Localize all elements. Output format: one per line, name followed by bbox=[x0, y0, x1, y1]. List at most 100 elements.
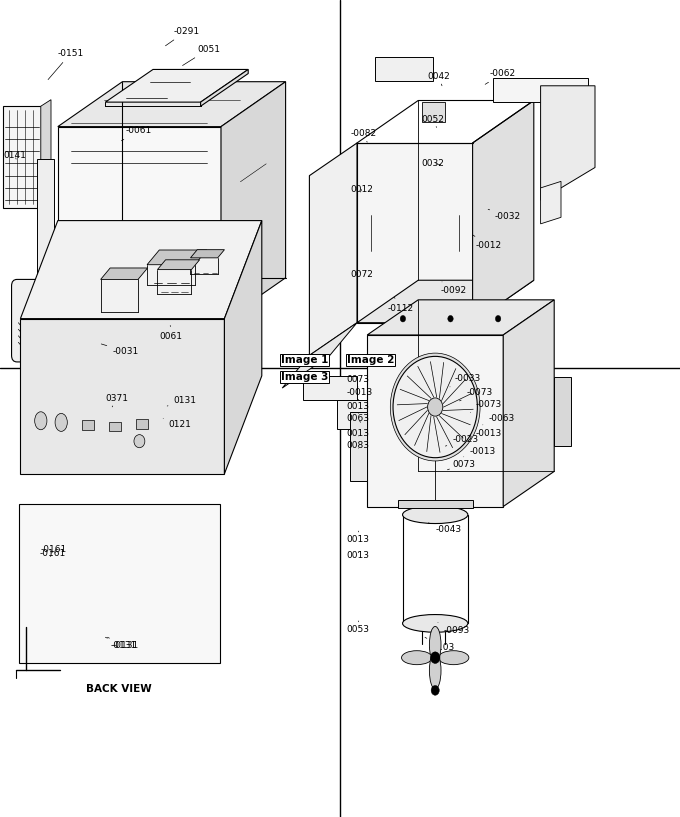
Polygon shape bbox=[357, 280, 534, 323]
Text: 0042: 0042 bbox=[427, 72, 449, 86]
Text: 0131: 0131 bbox=[167, 395, 197, 406]
Text: -0092: -0092 bbox=[441, 282, 466, 296]
Text: 0032: 0032 bbox=[422, 158, 445, 168]
Text: 0141: 0141 bbox=[3, 150, 27, 160]
Text: BACK VIEW: BACK VIEW bbox=[86, 684, 152, 694]
Text: -0032: -0032 bbox=[488, 209, 521, 221]
Text: -0151: -0151 bbox=[48, 48, 84, 79]
Circle shape bbox=[495, 315, 500, 322]
Polygon shape bbox=[541, 181, 561, 224]
Polygon shape bbox=[58, 82, 286, 127]
Polygon shape bbox=[224, 221, 262, 474]
Text: 0013: 0013 bbox=[347, 531, 370, 544]
Circle shape bbox=[390, 353, 480, 461]
Polygon shape bbox=[20, 221, 262, 319]
Bar bbox=[33, 524, 80, 544]
Polygon shape bbox=[367, 335, 503, 507]
Bar bbox=[136, 419, 148, 429]
Polygon shape bbox=[337, 400, 486, 429]
Text: 0083: 0083 bbox=[347, 440, 370, 450]
Text: -0061: -0061 bbox=[122, 126, 152, 141]
Text: 0072: 0072 bbox=[350, 270, 373, 279]
Polygon shape bbox=[101, 268, 148, 279]
Text: -0063: -0063 bbox=[483, 413, 515, 425]
Text: -0043: -0043 bbox=[428, 523, 461, 534]
Text: 0013: 0013 bbox=[347, 428, 370, 438]
Bar bbox=[87, 524, 135, 544]
Text: 0012: 0012 bbox=[350, 185, 373, 194]
Circle shape bbox=[431, 685, 439, 695]
Polygon shape bbox=[350, 412, 367, 480]
Polygon shape bbox=[554, 377, 571, 446]
Text: 0073: 0073 bbox=[447, 459, 475, 470]
Ellipse shape bbox=[429, 627, 441, 663]
Text: -0082: -0082 bbox=[350, 129, 376, 142]
Ellipse shape bbox=[403, 506, 468, 524]
Circle shape bbox=[134, 435, 145, 448]
Ellipse shape bbox=[438, 650, 469, 665]
Circle shape bbox=[447, 315, 453, 322]
Polygon shape bbox=[282, 323, 357, 388]
Polygon shape bbox=[147, 250, 207, 265]
Polygon shape bbox=[541, 86, 595, 200]
Circle shape bbox=[393, 356, 477, 458]
Text: Image 3: Image 3 bbox=[281, 372, 328, 382]
Circle shape bbox=[447, 272, 453, 279]
Circle shape bbox=[428, 398, 443, 416]
Ellipse shape bbox=[35, 412, 47, 430]
Ellipse shape bbox=[401, 650, 432, 665]
Polygon shape bbox=[20, 319, 224, 474]
Bar bbox=[82, 420, 94, 430]
Polygon shape bbox=[3, 106, 41, 208]
Polygon shape bbox=[357, 143, 473, 323]
Text: -0023: -0023 bbox=[445, 435, 478, 446]
Ellipse shape bbox=[429, 652, 441, 689]
Text: -0291: -0291 bbox=[165, 26, 199, 46]
Polygon shape bbox=[375, 56, 433, 81]
Text: 0013: 0013 bbox=[347, 401, 370, 413]
Text: 0013: 0013 bbox=[347, 551, 370, 560]
Polygon shape bbox=[41, 100, 51, 208]
Circle shape bbox=[504, 280, 509, 287]
Bar bbox=[87, 550, 148, 587]
Text: -0013: -0013 bbox=[471, 428, 503, 440]
Text: -0131: -0131 bbox=[107, 637, 139, 650]
Text: 0371: 0371 bbox=[105, 394, 129, 407]
Bar bbox=[109, 422, 121, 431]
Polygon shape bbox=[201, 69, 248, 106]
Bar bbox=[192, 629, 207, 647]
Text: -0073: -0073 bbox=[460, 387, 493, 401]
Text: Image 2: Image 2 bbox=[347, 355, 394, 365]
Circle shape bbox=[392, 276, 397, 283]
Polygon shape bbox=[58, 127, 221, 323]
FancyBboxPatch shape bbox=[12, 279, 114, 362]
Text: 0073: 0073 bbox=[347, 374, 370, 388]
Text: -0093: -0093 bbox=[438, 623, 470, 636]
Polygon shape bbox=[105, 69, 248, 102]
Text: -0013: -0013 bbox=[347, 387, 373, 400]
Text: 0061: 0061 bbox=[160, 325, 183, 342]
Polygon shape bbox=[422, 101, 445, 122]
Text: -0073: -0073 bbox=[471, 400, 503, 413]
Text: -0012: -0012 bbox=[473, 235, 502, 250]
Text: -0062: -0062 bbox=[485, 69, 515, 84]
Text: -0033: -0033 bbox=[450, 373, 481, 386]
Text: 0121: 0121 bbox=[163, 418, 192, 430]
Polygon shape bbox=[493, 78, 588, 102]
Polygon shape bbox=[367, 300, 554, 335]
Polygon shape bbox=[473, 100, 534, 323]
Text: -0013: -0013 bbox=[464, 447, 496, 457]
Text: -0161: -0161 bbox=[41, 544, 67, 554]
Ellipse shape bbox=[55, 413, 67, 431]
Text: Image 1: Image 1 bbox=[281, 355, 328, 365]
Polygon shape bbox=[37, 159, 54, 290]
Polygon shape bbox=[190, 250, 224, 258]
Text: -0161: -0161 bbox=[39, 548, 66, 558]
Bar bbox=[398, 500, 473, 508]
Text: 0053: 0053 bbox=[347, 621, 370, 634]
Ellipse shape bbox=[403, 614, 468, 632]
Text: 0051: 0051 bbox=[182, 44, 220, 65]
Text: -0131: -0131 bbox=[105, 637, 137, 650]
Polygon shape bbox=[309, 143, 357, 355]
Polygon shape bbox=[221, 82, 286, 323]
